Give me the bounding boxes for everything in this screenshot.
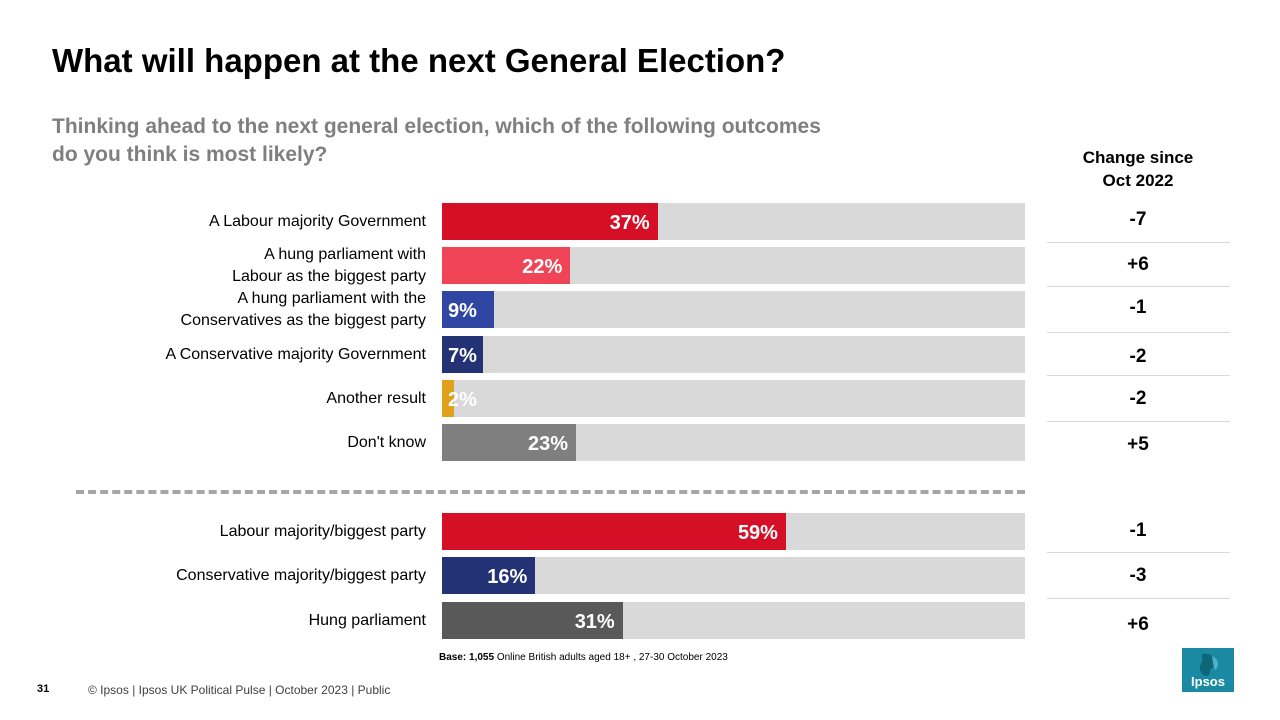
change-column-header: Change since Oct 2022 [1046, 146, 1230, 192]
row-label-line: Labour majority/biggest party [219, 522, 426, 540]
change-separator [1047, 598, 1230, 599]
change-separator [1047, 552, 1230, 553]
row-label: A hung parliament with the Conservatives … [181, 288, 426, 332]
change-header-line-1: Change since [1082, 148, 1194, 167]
bar-track: 59% [442, 513, 1025, 550]
question-subtitle: Thinking ahead to the next general elect… [52, 115, 821, 166]
row-label-line: A Labour majority Government [209, 212, 426, 230]
change-value: -1 [1129, 520, 1147, 541]
change-separator [1047, 332, 1230, 333]
logo-text: Ipsos [1191, 674, 1225, 689]
change-value: +6 [1127, 614, 1149, 635]
change-separator [1047, 421, 1230, 422]
group-divider [76, 490, 1025, 494]
row-label: Another result [326, 388, 426, 410]
row-label: A Conservative majority Government [165, 344, 426, 366]
bar [442, 513, 786, 550]
row-label-line: A hung parliament with [264, 245, 426, 263]
row-label: Labour majority/biggest party [220, 521, 426, 543]
row-label-line: Conservatives as the biggest party [180, 311, 426, 329]
change-separator [1047, 242, 1230, 243]
bar-track: 2% [442, 380, 1025, 417]
base-note: Base: 1,055 Online British adults aged 1… [439, 652, 728, 663]
change-value: -7 [1129, 209, 1147, 230]
footer-credits: © Ipsos | Ipsos UK Political Pulse | Oct… [88, 683, 391, 697]
change-separator [1047, 286, 1230, 287]
bar [442, 557, 536, 594]
data-label: 37% [609, 212, 650, 234]
row-label-line: Labour as the biggest party [232, 267, 426, 285]
data-label: 31% [574, 611, 615, 633]
data-label: 22% [522, 256, 563, 278]
bar-track: 37% [442, 203, 1025, 240]
change-value: -3 [1129, 565, 1147, 586]
data-label: 16% [487, 566, 528, 588]
row-label-line: Another result [326, 389, 426, 407]
bar-track: 7% [442, 336, 1025, 373]
bar-track: 23% [442, 424, 1025, 461]
row-label-line: A Conservative majority Government [165, 345, 426, 363]
bar-track: 9% [442, 291, 1025, 328]
change-value: -2 [1129, 388, 1147, 409]
change-value: +6 [1127, 254, 1149, 275]
data-label: 9% [448, 300, 477, 322]
bar [442, 203, 658, 240]
change-header-line-2: Oct 2022 [1102, 171, 1174, 190]
data-label: 59% [737, 522, 778, 544]
bar [442, 247, 571, 284]
bar-track: 22% [442, 247, 1025, 284]
row-label: A hung parliament with Labour as the bigg… [232, 244, 426, 288]
base-text: Online British adults aged 18+ , 27-30 O… [494, 652, 728, 663]
data-label: 7% [448, 345, 477, 367]
change-value: +5 [1127, 434, 1149, 455]
change-value: -1 [1129, 297, 1147, 318]
row-label: Conservative majority/biggest party [176, 565, 426, 587]
data-label: 2% [448, 389, 477, 411]
page-title: What will happen at the next General Ele… [52, 42, 786, 79]
logo-mark-icon [1199, 653, 1218, 676]
bar [442, 336, 483, 373]
page-number: 31 [37, 683, 50, 695]
change-separator [1047, 375, 1230, 376]
data-label: 23% [528, 433, 569, 455]
change-value: -2 [1129, 346, 1147, 367]
row-label: A Labour majority Government [209, 211, 426, 233]
bar [442, 380, 454, 417]
bar-track: 31% [442, 602, 1025, 639]
row-label-line: Conservative majority/biggest party [176, 566, 426, 584]
row-label-line: Hung parliament [308, 611, 426, 629]
bar [442, 291, 495, 328]
base-count: 1,055 [469, 652, 495, 663]
ipsos-logo: Ipsos [1182, 648, 1234, 692]
row-label: Don't know [347, 432, 426, 454]
row-label: Hung parliament [309, 610, 426, 632]
row-label-line: Don't know [347, 433, 426, 451]
base-label: Base: [439, 652, 467, 663]
bar [442, 424, 577, 461]
row-label-line: A hung parliament with the [237, 289, 426, 307]
bar-track: 16% [442, 557, 1025, 594]
bar [442, 602, 623, 639]
